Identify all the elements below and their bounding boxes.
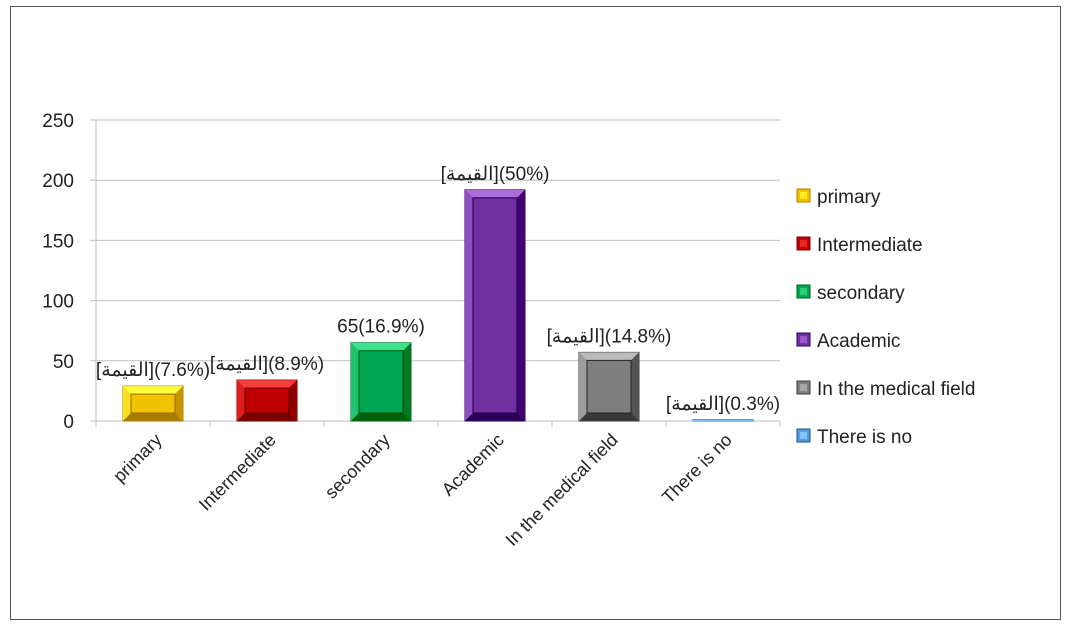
legend-label: Intermediate xyxy=(817,235,923,256)
y-axis-ticks: 0 50 100 150 200 250 xyxy=(42,111,74,433)
data-label: [القيمة](0.3%) xyxy=(666,394,780,415)
x-category-label: secondary xyxy=(321,430,394,503)
y-tick-label: 150 xyxy=(42,231,74,252)
data-label: [القيمة](7.6%) xyxy=(96,360,210,381)
x-category-label: There is no xyxy=(658,430,736,508)
x-category-label: Intermediate xyxy=(195,430,280,515)
data-label: 65(16.9%) xyxy=(337,317,425,338)
data-label: [القيمة](8.9%) xyxy=(210,354,324,375)
bar xyxy=(236,379,298,422)
bar xyxy=(692,419,754,422)
y-tick-label: 250 xyxy=(42,111,74,132)
x-category-label: In the medical field xyxy=(502,430,622,550)
legend-item: Intermediate xyxy=(796,235,923,256)
legend-label: secondary xyxy=(817,283,905,304)
legend-item: primary xyxy=(796,187,881,208)
bar xyxy=(464,189,526,422)
legend-label: primary xyxy=(817,187,881,208)
y-tick-label: 50 xyxy=(53,352,74,373)
legend-label: There is no xyxy=(817,427,912,448)
bars xyxy=(122,189,754,422)
data-labels: [القيمة](7.6%) [القيمة](8.9%) 65(16.9%) [ال… xyxy=(96,164,780,415)
grid-lines xyxy=(90,119,781,427)
legend-item: There is no xyxy=(796,427,912,448)
y-tick-label: 0 xyxy=(63,412,74,433)
data-label: [القيمة](14.8%) xyxy=(547,326,672,347)
x-category-label: primary xyxy=(109,430,166,487)
x-category-label: Academic xyxy=(438,430,508,500)
bar xyxy=(350,342,412,422)
bar xyxy=(122,385,184,422)
legend-item: secondary xyxy=(796,283,905,304)
legend-label: In the medical field xyxy=(817,379,975,400)
legend: primary Intermediate secondary Academic In t… xyxy=(796,187,975,448)
bar xyxy=(578,351,640,422)
legend-item: In the medical field xyxy=(796,379,975,400)
data-label: [القيمة](50%) xyxy=(441,164,550,185)
y-tick-label: 200 xyxy=(42,171,74,192)
y-tick-label: 100 xyxy=(42,292,74,313)
legend-label: Academic xyxy=(817,331,900,352)
chart-frame xyxy=(10,6,1061,620)
legend-item: Academic xyxy=(796,331,900,352)
